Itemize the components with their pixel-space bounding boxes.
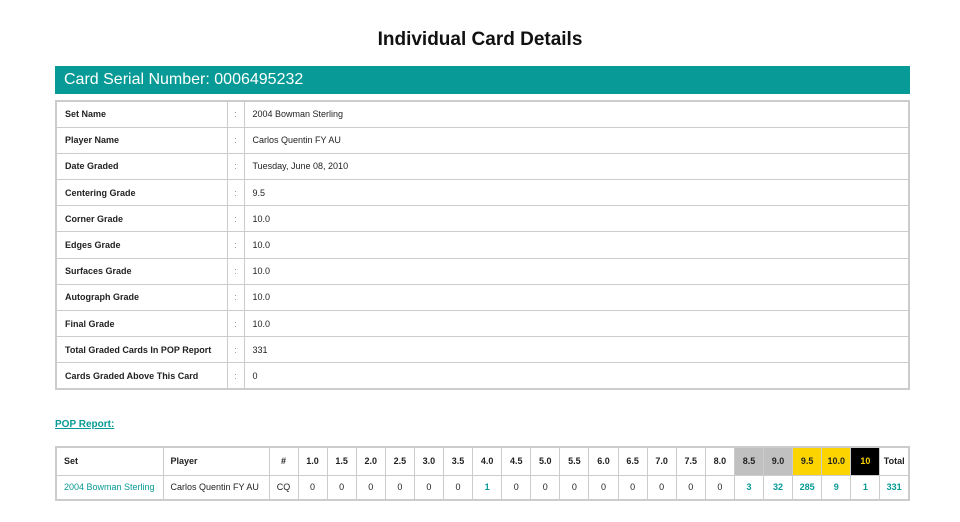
column-header: 10 xyxy=(850,446,881,476)
detail-label: Player Name xyxy=(55,126,228,154)
separator: : xyxy=(226,205,245,233)
column-header: Set xyxy=(55,446,164,476)
detail-label: Edges Grade xyxy=(55,231,228,259)
table-cell: 0 xyxy=(297,474,328,501)
column-header: 1.0 xyxy=(297,446,328,476)
detail-row: Autograph Grade:10.0 xyxy=(55,283,910,312)
column-header: Player xyxy=(162,446,270,476)
column-header: 10.0 xyxy=(821,446,852,476)
column-header: 8.0 xyxy=(704,446,735,476)
detail-row: Edges Grade:10.0 xyxy=(55,231,910,259)
count-link[interactable]: 32 xyxy=(762,474,794,501)
column-header: 5.5 xyxy=(559,446,590,476)
table-row: 2004 Bowman Sterling Carlos Quentin FY AU… xyxy=(55,474,910,501)
detail-value: 9.5 xyxy=(243,179,910,207)
column-header: 4.0 xyxy=(472,446,503,476)
table-cell: 0 xyxy=(675,474,706,501)
table-cell: 0 xyxy=(413,474,444,501)
separator: : xyxy=(226,126,245,154)
detail-row: Set Name:2004 Bowman Sterling xyxy=(55,100,910,128)
count-link[interactable]: 331 xyxy=(879,474,910,501)
detail-value: 10.0 xyxy=(243,283,910,312)
detail-label: Centering Grade xyxy=(55,179,228,207)
column-header: 5.0 xyxy=(530,446,561,476)
count-link[interactable]: 3 xyxy=(733,474,765,501)
detail-value: 2004 Bowman Sterling xyxy=(243,100,910,128)
card-serial-banner: Card Serial Number: 0006495232 xyxy=(55,66,910,94)
detail-row: Date Graded: Tuesday, June 08, 2010 xyxy=(55,152,910,181)
detail-value: 10.0 xyxy=(243,205,910,233)
column-header: 8.5 xyxy=(733,446,765,476)
count-link[interactable]: 1 xyxy=(850,474,881,501)
table-cell: 0 xyxy=(326,474,357,501)
separator: : xyxy=(226,336,245,364)
count-link[interactable]: 1 xyxy=(472,474,503,501)
table-cell: 0 xyxy=(588,474,619,501)
separator: : xyxy=(226,257,245,285)
column-header: 1.5 xyxy=(326,446,357,476)
separator: : xyxy=(226,362,245,390)
table-cell: 0 xyxy=(355,474,386,501)
column-header: 9.0 xyxy=(762,446,794,476)
detail-value: 10.0 xyxy=(243,231,910,259)
detail-label: Surfaces Grade xyxy=(55,257,228,285)
set-link[interactable]: 2004 Bowman Sterling xyxy=(55,474,164,501)
table-cell: 0 xyxy=(384,474,415,501)
detail-row: Corner Grade:10.0 xyxy=(55,205,910,233)
column-header: 6.5 xyxy=(617,446,648,476)
column-header: 7.5 xyxy=(675,446,706,476)
detail-row: Centering Grade:9.5 xyxy=(55,179,910,207)
detail-row: Cards Graded Above This Card:0 xyxy=(55,362,910,390)
detail-label: Corner Grade xyxy=(55,205,228,233)
detail-label: Set Name xyxy=(55,100,228,128)
separator: : xyxy=(226,309,245,338)
separator: : xyxy=(226,152,245,181)
column-header: # xyxy=(268,446,299,476)
table-cell: 0 xyxy=(442,474,474,501)
detail-row: Player Name: Carlos Quentin FY AU xyxy=(55,126,910,154)
detail-label: Date Graded xyxy=(55,152,228,181)
count-link[interactable]: 9 xyxy=(821,474,852,501)
detail-row: Final Grade:10.0 xyxy=(55,309,910,338)
detail-value: 10.0 xyxy=(243,309,910,338)
column-header: 3.0 xyxy=(413,446,444,476)
detail-value: 10.0 xyxy=(243,257,910,285)
detail-label: Final Grade xyxy=(55,309,228,338)
detail-row: Total Graded Cards In POP Report:331 xyxy=(55,336,910,364)
column-header: 2.5 xyxy=(384,446,415,476)
detail-row: Surfaces Grade:10.0 xyxy=(55,257,910,285)
column-header: 9.5 xyxy=(792,446,823,476)
column-header: 7.0 xyxy=(646,446,677,476)
column-header: 4.5 xyxy=(501,446,532,476)
page-title: Individual Card Details xyxy=(377,29,583,50)
column-header: 3.5 xyxy=(442,446,474,476)
table-cell: 0 xyxy=(704,474,735,501)
pop-report-link[interactable]: POP Report: xyxy=(55,419,115,430)
count-link[interactable]: 285 xyxy=(792,474,823,501)
table-cell: 0 xyxy=(646,474,677,501)
table-cell: CQ xyxy=(268,474,299,501)
detail-value: Carlos Quentin FY AU xyxy=(243,126,910,154)
table-cell: 0 xyxy=(501,474,532,501)
detail-value: 0 xyxy=(243,362,910,390)
table-cell: 0 xyxy=(617,474,648,501)
column-header: 2.0 xyxy=(355,446,386,476)
detail-label: Autograph Grade xyxy=(55,283,228,312)
column-header: 6.0 xyxy=(588,446,619,476)
card-details-table: Set Name:2004 Bowman Sterling Player Name… xyxy=(55,100,910,391)
detail-label: Cards Graded Above This Card xyxy=(55,362,228,390)
pop-report-table: Set Player #1.0 1.5 2.0 2.5 3.0 3.5 4.0 4.5 5.0 5.5… xyxy=(55,446,910,501)
separator: : xyxy=(226,100,245,128)
table-cell: 0 xyxy=(530,474,561,501)
table-cell: Carlos Quentin FY AU xyxy=(162,474,270,501)
column-header: Total xyxy=(879,446,910,476)
separator: : xyxy=(226,283,245,312)
separator: : xyxy=(226,231,245,259)
detail-label: Total Graded Cards In POP Report xyxy=(55,336,228,364)
detail-value: Tuesday, June 08, 2010 xyxy=(243,152,910,181)
separator: : xyxy=(226,179,245,207)
detail-value: 331 xyxy=(243,336,910,364)
table-cell: 0 xyxy=(559,474,590,501)
